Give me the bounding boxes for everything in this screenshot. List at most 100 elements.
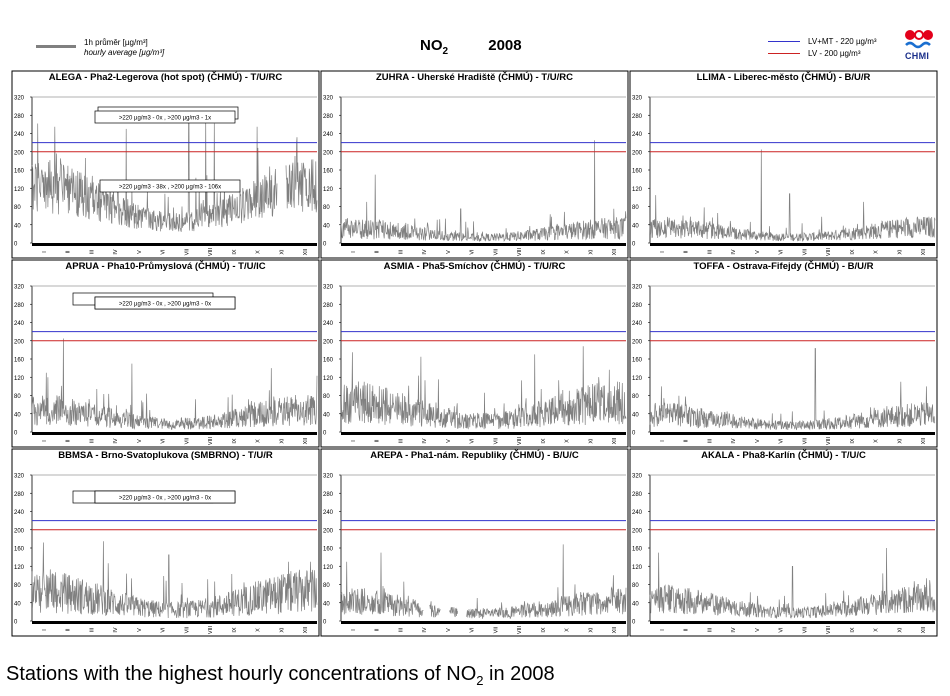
- y-tick-label: 320: [632, 96, 643, 102]
- series-line: [340, 544, 627, 620]
- y-tick-label: 120: [632, 187, 643, 193]
- y-tick-label: 280: [14, 114, 25, 120]
- x-tick-label: IX: [541, 438, 547, 444]
- y-tick-label: 0: [632, 242, 636, 248]
- y-tick-label: 280: [323, 114, 334, 120]
- y-tick-label: 0: [323, 242, 327, 248]
- x-tick-label: I: [660, 629, 666, 631]
- x-tick-label: IV: [731, 249, 737, 255]
- y-tick-label: 80: [323, 394, 330, 400]
- chmi-logo-icon: [905, 30, 933, 49]
- legend-line-sample: [36, 45, 76, 48]
- y-tick-label: 40: [14, 412, 21, 418]
- x-tick-label: I: [351, 251, 357, 253]
- limit-legend-swatch-blue: [768, 41, 800, 43]
- x-tick-label: XI: [897, 438, 903, 444]
- x-tick-label: X: [565, 628, 571, 632]
- x-tick-label: VI: [470, 627, 476, 633]
- x-tick-label: XI: [897, 249, 903, 255]
- y-tick-label: 120: [323, 565, 334, 571]
- panel-title: AREPA - Pha1-nám. Republiky (ČHMÚ) - B/U…: [370, 449, 579, 461]
- x-tick-label: IV: [113, 249, 119, 255]
- x-tick-label: VI: [779, 627, 785, 633]
- x-tick-label: IX: [232, 249, 238, 255]
- x-tick-label: V: [446, 250, 452, 254]
- x-tick-label: X: [874, 439, 880, 443]
- x-tick-label: VIII: [208, 247, 214, 256]
- legend-text: 1h průměr [µg/m³] hourly average [µg/m³]: [84, 38, 164, 58]
- series-line: [649, 547, 936, 620]
- series-line: [340, 140, 627, 243]
- limit-legend-label-2: LV - 200 µg/m³: [808, 49, 861, 58]
- x-tick-label: X: [874, 628, 880, 632]
- x-tick-label: XI: [279, 627, 285, 633]
- x-tick-label: I: [660, 251, 666, 253]
- x-tick-label: XII: [921, 437, 927, 444]
- title-subscript: 2: [442, 46, 449, 57]
- x-tick-label: V: [137, 250, 143, 254]
- y-tick-label: 200: [323, 528, 334, 534]
- y-tick-label: 280: [14, 303, 25, 309]
- x-tick-label: IX: [232, 438, 238, 444]
- y-tick-label: 240: [323, 321, 334, 327]
- y-tick-label: 240: [632, 321, 643, 327]
- x-tick-label: III: [707, 438, 713, 443]
- x-tick-label: XII: [303, 437, 309, 444]
- x-axis-bar: [341, 621, 626, 624]
- x-tick-label: XII: [612, 248, 618, 255]
- x-tick-label: III: [89, 627, 95, 632]
- panel-title: TOFFA - Ostrava-Fifejdy (ČHMÚ) - B/U/R: [694, 260, 874, 272]
- y-tick-label: 320: [14, 285, 25, 291]
- title-year: 2008: [488, 37, 522, 54]
- y-tick-label: 240: [323, 510, 334, 516]
- x-tick-label: VI: [161, 438, 167, 444]
- x-axis-bar: [341, 432, 626, 435]
- annotation-text: >220 µg/m3 - 0x , >200 µg/m3 - 1x: [119, 116, 211, 122]
- annotation-text: >220 µg/m3 - 0x , >200 µg/m3 - 0x: [119, 302, 211, 308]
- x-tick-label: IV: [422, 627, 428, 633]
- x-tick-label: XII: [612, 626, 618, 633]
- x-tick-label: VII: [184, 626, 190, 633]
- y-tick-label: 40: [632, 223, 639, 229]
- chart-panels: ALEGA - Pha2-Legerova (hot spot) (ČHMÚ) …: [11, 70, 938, 637]
- y-tick-label: 320: [323, 285, 334, 291]
- x-tick-label: VII: [493, 437, 499, 444]
- x-tick-label: III: [707, 249, 713, 254]
- x-tick-label: V: [137, 439, 143, 443]
- x-tick-label: X: [256, 250, 262, 254]
- x-tick-label: VIII: [208, 625, 214, 634]
- y-tick-label: 0: [323, 431, 327, 437]
- chart-panel-9: AKALA - Pha8-Karlín (ČHMÚ) - T/U/C 0 40 80 1…: [94, 448, 938, 637]
- x-tick-label: VIII: [517, 247, 523, 256]
- y-tick-label: 80: [323, 583, 330, 589]
- y-tick-label: 280: [323, 492, 334, 498]
- series-line: [340, 346, 627, 430]
- panel-title: APRUA - Pha10-Průmyslová (ČHMÚ) - T/U/IC: [65, 260, 265, 272]
- series-line: [649, 149, 936, 242]
- y-tick-label: 120: [323, 376, 334, 382]
- y-tick-label: 120: [632, 565, 643, 571]
- y-tick-label: 40: [632, 412, 639, 418]
- panel-frame: [320, 259, 629, 448]
- x-axis-bar: [32, 243, 317, 246]
- x-tick-label: II: [684, 628, 690, 632]
- y-tick-label: 120: [14, 187, 25, 193]
- x-tick-label: III: [398, 438, 404, 443]
- x-tick-label: VI: [470, 249, 476, 255]
- x-axis-bar: [32, 621, 317, 624]
- x-tick-label: IV: [113, 438, 119, 444]
- annotation-box: [99, 179, 241, 193]
- y-tick-label: 160: [632, 169, 643, 175]
- x-axis-bar: [32, 432, 317, 435]
- x-tick-label: XI: [897, 627, 903, 633]
- y-tick-label: 200: [14, 150, 25, 156]
- panel-title: BBMSA - Brno-Svatoplukova (SMBRNO) - T/U…: [58, 450, 273, 461]
- limit-legend-lv-mt: LV+MT - 220 µg/m³: [768, 37, 877, 46]
- x-tick-label: I: [660, 440, 666, 442]
- x-tick-label: V: [755, 250, 761, 254]
- y-tick-label: 80: [323, 205, 330, 211]
- annotation-box: [94, 296, 236, 310]
- annotation-box: [94, 490, 236, 504]
- x-tick-label: XI: [279, 438, 285, 444]
- x-tick-label: II: [375, 628, 381, 632]
